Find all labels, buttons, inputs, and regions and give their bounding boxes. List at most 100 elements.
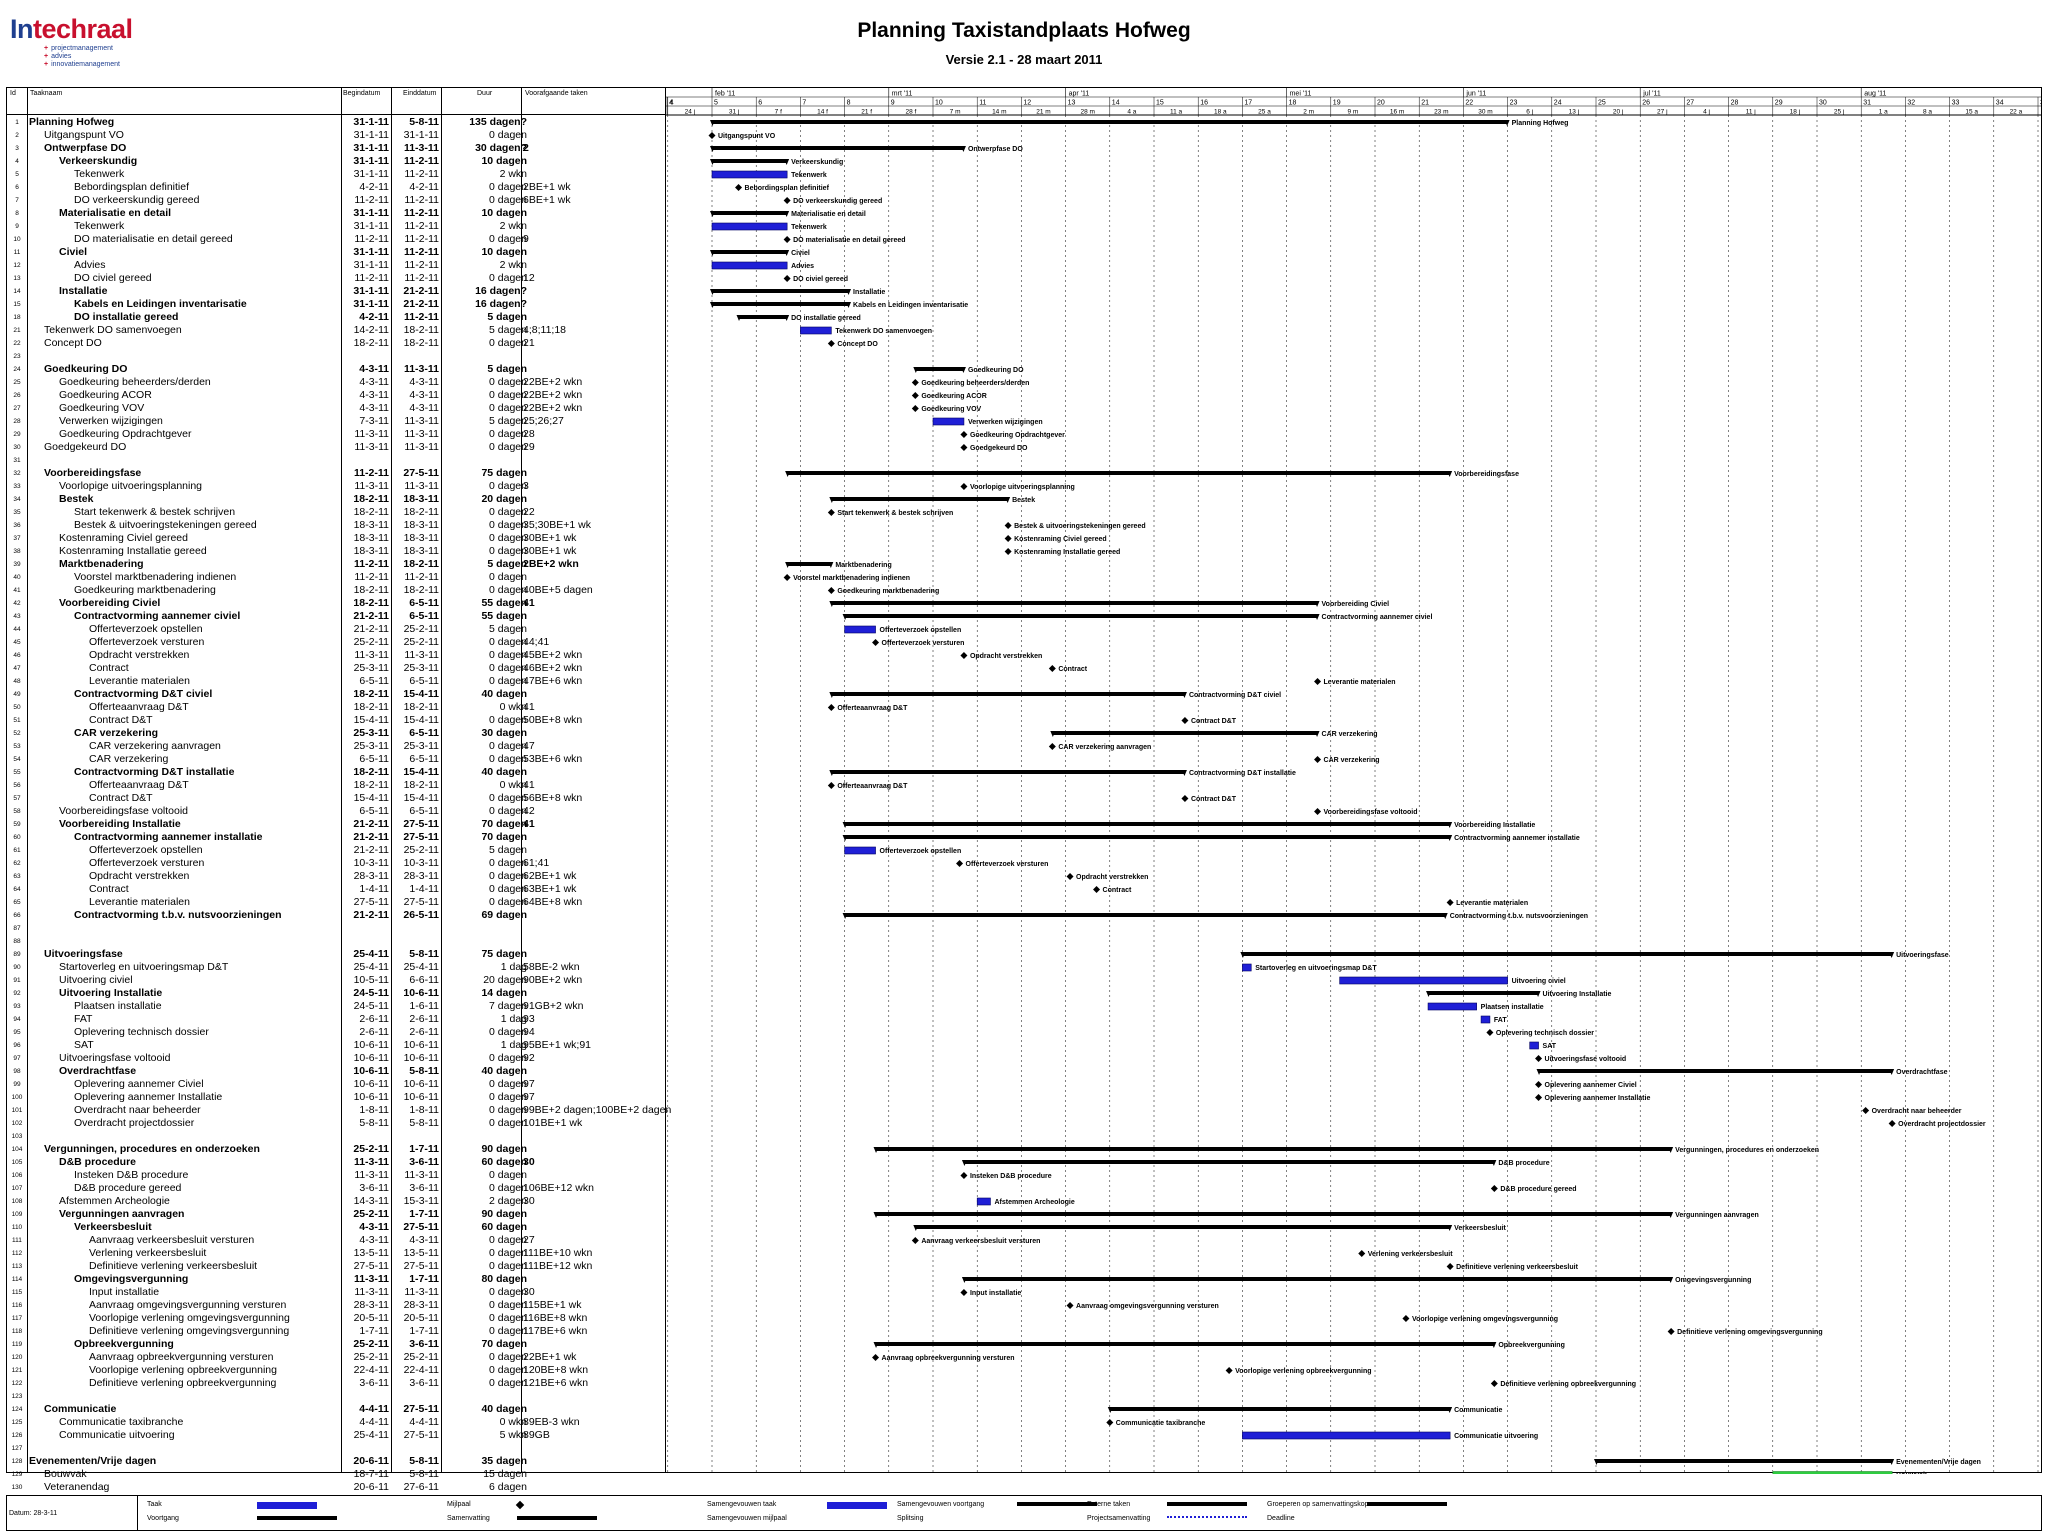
table-row[interactable]: 66 Contractvorming t.b.v. nutsvoorziening… — [7, 909, 665, 922]
table-row[interactable]: 117 Voorlopige verlening omgevingsvergunn… — [7, 1312, 665, 1325]
table-row[interactable]: 114 Omgevingsvergunning 11-3-11 1-7-11 80 da… — [7, 1273, 665, 1286]
col-header-start[interactable]: Begindatum — [343, 90, 381, 97]
table-row[interactable]: 41 Goedkeuring marktbenadering 18-2-11 18-2… — [7, 584, 665, 597]
table-row[interactable]: 46 Opdracht verstrekken 11-3-11 11-3-11 0 da… — [7, 649, 665, 662]
table-row[interactable]: 32 Voorbereidingsfase 11-2-11 27-5-11 75 dag… — [7, 467, 665, 480]
table-row[interactable]: 104 Vergunningen, procedures en onderzoek… — [7, 1143, 665, 1156]
table-row[interactable]: 36 Bestek & uitvoeringstekeningen gereed 1… — [7, 519, 665, 532]
table-row[interactable]: 23 — [7, 350, 665, 363]
table-row[interactable]: 22 Concept DO 18-2-11 18-2-11 0 dagen 21 — [7, 337, 665, 350]
table-row[interactable]: 42 Voorbereiding Civiel 18-2-11 6-5-11 55 da… — [7, 597, 665, 610]
table-row[interactable]: 3 Ontwerpfase DO 31-1-11 11-3-11 30 dagen? 2 — [7, 142, 665, 155]
table-row[interactable]: 87 — [7, 922, 665, 935]
table-row[interactable]: 95 Oplevering technisch dossier 2-6-11 2-6-… — [7, 1026, 665, 1039]
table-row[interactable]: 125 Communicatie taxibranche 4-4-11 4-4-11 0… — [7, 1416, 665, 1429]
table-row[interactable]: 96 SAT 10-6-11 10-6-11 1 dag 95BE+1 wk;91 — [7, 1039, 665, 1052]
table-row[interactable]: 109 Vergunningen aanvragen 25-2-11 1-7-11 90… — [7, 1208, 665, 1221]
table-row[interactable]: 63 Opdracht verstrekken 28-3-11 28-3-11 0 da… — [7, 870, 665, 883]
table-row[interactable]: 28 Verwerken wijzigingen 7-3-11 11-3-11 5 da… — [7, 415, 665, 428]
table-row[interactable]: 111 Aanvraag verkeersbesluit versturen 4-3… — [7, 1234, 665, 1247]
table-row[interactable]: 127 — [7, 1442, 665, 1455]
table-row[interactable]: 122 Definitieve verlening opbreekvergunni… — [7, 1377, 665, 1390]
table-row[interactable]: 26 Goedkeuring ACOR 4-3-11 4-3-11 0 dagen 22B… — [7, 389, 665, 402]
table-row[interactable]: 102 Overdracht projectdossier 5-8-11 5-8-11… — [7, 1117, 665, 1130]
table-row[interactable]: 99 Oplevering aannemer Civiel 10-6-11 10-6-… — [7, 1078, 665, 1091]
table-row[interactable]: 89 Uitvoeringsfase 25-4-11 5-8-11 75 dagen — [7, 948, 665, 961]
table-row[interactable]: 1 Planning Hofweg 31-1-11 5-8-11 135 dagen? — [7, 116, 665, 129]
table-row[interactable]: 59 Voorbereiding Installatie 21-2-11 27-5-1… — [7, 818, 665, 831]
table-row[interactable]: 24 Goedkeuring DO 4-3-11 11-3-11 5 dagen — [7, 363, 665, 376]
table-row[interactable]: 129 Bouwvak 18-7-11 5-8-11 15 dagen — [7, 1468, 665, 1481]
table-row[interactable]: 58 Voorbereidingsfase voltooid 6-5-11 6-5-1… — [7, 805, 665, 818]
table-row[interactable]: 38 Kostenraming Installatie gereed 18-3-11… — [7, 545, 665, 558]
table-row[interactable]: 53 CAR verzekering aanvragen 25-3-11 25-3-1… — [7, 740, 665, 753]
table-row[interactable]: 91 Uitvoering civiel 10-5-11 6-6-11 20 dagen… — [7, 974, 665, 987]
table-row[interactable]: 49 Contractvorming D&T civiel 18-2-11 15-4-… — [7, 688, 665, 701]
table-row[interactable]: 110 Verkeersbesluit 4-3-11 27-5-11 60 dagen — [7, 1221, 665, 1234]
table-row[interactable]: 31 — [7, 454, 665, 467]
table-row[interactable]: 94 FAT 2-6-11 2-6-11 1 dag 93 — [7, 1013, 665, 1026]
table-row[interactable]: 62 Offerteverzoek versturen 10-3-11 10-3-11… — [7, 857, 665, 870]
table-row[interactable]: 93 Plaatsen installatie 24-5-11 1-6-11 7 dag… — [7, 1000, 665, 1013]
table-row[interactable]: 120 Aanvraag opbreekvergunning versturen 2… — [7, 1351, 665, 1364]
table-row[interactable]: 106 Insteken D&B procedure 11-3-11 11-3-11 0… — [7, 1169, 665, 1182]
table-row[interactable]: 34 Bestek 18-2-11 18-3-11 20 dagen — [7, 493, 665, 506]
col-header-id[interactable]: Id — [10, 90, 16, 97]
table-row[interactable]: 51 Contract D&T 15-4-11 15-4-11 0 dagen 50BE+… — [7, 714, 665, 727]
table-row[interactable]: 12 Advies 31-1-11 11-2-11 2 wkn — [7, 259, 665, 272]
table-row[interactable]: 10 DO materialisatie en detail gereed 11-2… — [7, 233, 665, 246]
table-row[interactable]: 90 Startoverleg en uitvoeringsmap D&T 25-4… — [7, 961, 665, 974]
table-row[interactable]: 4 Verkeerskundig 31-1-11 11-2-11 10 dagen — [7, 155, 665, 168]
table-row[interactable]: 2 Uitgangspunt VO 31-1-11 31-1-11 0 dagen — [7, 129, 665, 142]
table-row[interactable]: 108 Afstemmen Archeologie 14-3-11 15-3-11 2 … — [7, 1195, 665, 1208]
table-row[interactable]: 55 Contractvorming D&T installatie 18-2-11… — [7, 766, 665, 779]
table-row[interactable]: 61 Offerteverzoek opstellen 21-2-11 25-2-11… — [7, 844, 665, 857]
col-header-end[interactable]: Einddatum — [403, 90, 437, 97]
table-row[interactable]: 5 Tekenwerk 31-1-11 11-2-11 2 wkn — [7, 168, 665, 181]
table-row[interactable]: 65 Leverantie materialen 27-5-11 27-5-11 0 d… — [7, 896, 665, 909]
table-row[interactable]: 54 CAR verzekering 6-5-11 6-5-11 0 dagen 53BE… — [7, 753, 665, 766]
table-row[interactable]: 50 Offerteaanvraag D&T 18-2-11 18-2-11 0 wkn… — [7, 701, 665, 714]
table-row[interactable]: 13 DO civiel gereed 11-2-11 11-2-11 0 dagen 1… — [7, 272, 665, 285]
col-header-predecessors[interactable]: Voorafgaande taken — [525, 90, 588, 97]
table-row[interactable]: 107 D&B procedure gereed 3-6-11 3-6-11 0 dag… — [7, 1182, 665, 1195]
table-row[interactable]: 103 — [7, 1130, 665, 1143]
table-row[interactable]: 88 — [7, 935, 665, 948]
table-row[interactable]: 25 Goedkeuring beheerders/derden 4-3-11 4-3… — [7, 376, 665, 389]
table-row[interactable]: 56 Offerteaanvraag D&T 18-2-11 18-2-11 0 wkn… — [7, 779, 665, 792]
table-row[interactable]: 128 Evenementen/Vrije dagen 20-6-11 5-8-11 3… — [7, 1455, 665, 1468]
table-row[interactable]: 124 Communicatie 4-4-11 27-5-11 40 dagen — [7, 1403, 665, 1416]
table-row[interactable]: 57 Contract D&T 15-4-11 15-4-11 0 dagen 56BE+… — [7, 792, 665, 805]
table-row[interactable]: 14 Installatie 31-1-11 21-2-11 16 dagen? — [7, 285, 665, 298]
table-row[interactable]: 113 Definitieve verlening verkeersbesluit… — [7, 1260, 665, 1273]
table-row[interactable]: 101 Overdracht naar beheerder 1-8-11 1-8-11… — [7, 1104, 672, 1117]
table-row[interactable]: 33 Voorlopige uitvoeringsplanning 11-3-11 1… — [7, 480, 665, 493]
col-header-name[interactable]: Taaknaam — [30, 90, 63, 97]
table-row[interactable]: 123 — [7, 1390, 665, 1403]
table-row[interactable]: 52 CAR verzekering 25-3-11 6-5-11 30 dagen — [7, 727, 665, 740]
table-row[interactable]: 29 Goedkeuring Opdrachtgever 11-3-11 11-3-1… — [7, 428, 665, 441]
table-row[interactable]: 43 Contractvorming aannemer civiel 21-2-11… — [7, 610, 665, 623]
table-row[interactable]: 15 Kabels en Leidingen inventarisatie 31-1… — [7, 298, 665, 311]
table-row[interactable]: 64 Contract 1-4-11 1-4-11 0 dagen 63BE+1 wk — [7, 883, 665, 896]
table-row[interactable]: 27 Goedkeuring VOV 4-3-11 4-3-11 0 dagen 22BE… — [7, 402, 665, 415]
table-row[interactable]: 112 Verlening verkeersbesluit 13-5-11 13-5-… — [7, 1247, 665, 1260]
table-row[interactable]: 40 Voorstel marktbenadering indienen 11-2-… — [7, 571, 665, 584]
table-row[interactable]: 116 Aanvraag omgevingsvergunning versture… — [7, 1299, 665, 1312]
table-row[interactable]: 8 Materialisatie en detail 31-1-11 11-2-11 1… — [7, 207, 665, 220]
table-row[interactable]: 105 D&B procedure 11-3-11 3-6-11 60 dagen 30 — [7, 1156, 665, 1169]
table-row[interactable]: 37 Kostenraming Civiel gereed 18-3-11 18-3-… — [7, 532, 665, 545]
table-row[interactable]: 121 Voorlopige verlening opbreekvergunnin… — [7, 1364, 665, 1377]
table-row[interactable]: 35 Start tekenwerk & bestek schrijven 18-2… — [7, 506, 665, 519]
table-row[interactable]: 47 Contract 25-3-11 25-3-11 0 dagen 46BE+2 wk… — [7, 662, 665, 675]
table-row[interactable]: 11 Civiel 31-1-11 11-2-11 10 dagen — [7, 246, 665, 259]
table-row[interactable]: 92 Uitvoering Installatie 24-5-11 10-6-11 14… — [7, 987, 665, 1000]
table-row[interactable]: 30 Goedgekeurd DO 11-3-11 11-3-11 0 dagen 29 — [7, 441, 665, 454]
table-row[interactable]: 45 Offerteverzoek versturen 25-2-11 25-2-11… — [7, 636, 665, 649]
table-row[interactable]: 130 Veteranendag 20-6-11 27-6-11 6 dagen — [7, 1481, 665, 1494]
table-row[interactable]: 100 Oplevering aannemer Installatie 10-6-1… — [7, 1091, 665, 1104]
col-header-duration[interactable]: Duur — [477, 90, 493, 97]
table-row[interactable]: 44 Offerteverzoek opstellen 21-2-11 25-2-11… — [7, 623, 665, 636]
table-row[interactable]: 115 Input installatie 11-3-11 11-3-11 0 dage… — [7, 1286, 665, 1299]
table-row[interactable]: 60 Contractvorming aannemer installatie 21… — [7, 831, 665, 844]
